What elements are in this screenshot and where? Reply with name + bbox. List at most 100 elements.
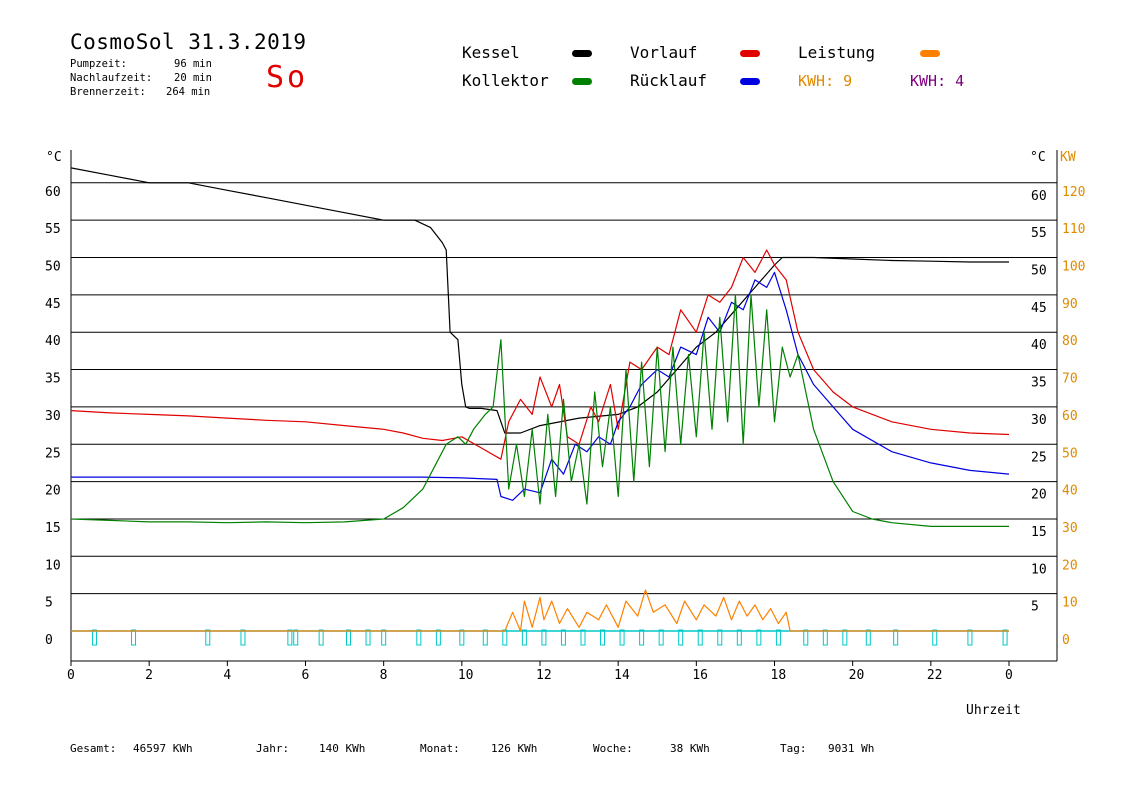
y-tick-left-45: 45 [45, 297, 61, 312]
stat-nachlaufzeit-value: 20 min [174, 72, 212, 84]
pump-mark-4 [287, 629, 293, 646]
y-tick-right-c-60: 60 [1031, 189, 1047, 204]
pump-mark-1 [131, 629, 137, 646]
pump-mark-28 [775, 629, 781, 646]
y-tick-left-40: 40 [45, 334, 61, 349]
pump-mark-30 [822, 629, 828, 646]
y-tick-right-c-50: 50 [1031, 264, 1047, 279]
footer-monat-label: Monat: [420, 742, 460, 755]
footer-gesamt-label: Gesamt: [70, 742, 117, 755]
legend-ruecklauf-label: Rücklauf [630, 71, 708, 90]
stat-brennerzeit-label: Brennerzeit: [70, 86, 146, 98]
pump-activity-track [71, 629, 1009, 646]
y-tick-left-55: 55 [45, 222, 61, 237]
y-tick-left-15: 15 [45, 521, 61, 536]
y-tick-right-kw-120: 120 [1062, 185, 1085, 200]
pump-mark-34 [932, 629, 938, 646]
pump-mark-7 [345, 629, 351, 646]
pump-mark-9 [381, 629, 387, 646]
footer-jahr-value: 140 KWh [319, 742, 366, 755]
pump-mark-15 [521, 629, 527, 646]
y-tick-right-kw-10: 10 [1062, 596, 1078, 611]
series-line-kollektor [70, 294, 1009, 528]
x-tick-label-0: 0 [67, 668, 75, 683]
x-tick-label-12: 0 [1005, 668, 1013, 683]
y-tick-right-c-25: 25 [1031, 450, 1047, 465]
y-tick-right-kw-90: 90 [1062, 297, 1078, 312]
pump-mark-22 [658, 629, 664, 646]
footer-tag-label: Tag: [780, 742, 807, 755]
y-tick-right-c-15: 15 [1031, 525, 1047, 540]
y-tick-right-kw-60: 60 [1062, 409, 1078, 424]
y-tick-right-kw-20: 20 [1062, 558, 1078, 573]
y-tick-left-60: 60 [45, 185, 61, 200]
pump-mark-2 [205, 629, 211, 646]
legend-vorlauf-label: Vorlauf [630, 43, 698, 62]
footer-gesamt-value: 46597 KWh [133, 742, 193, 755]
legend-leistung-label: Leistung [798, 43, 876, 62]
stat-brennerzeit-value: 264 min [166, 86, 211, 98]
pump-mark-27 [756, 629, 762, 646]
y-tick-left-0: 0 [45, 633, 53, 648]
series-line-leistung [71, 589, 1009, 632]
y-tick-left-20: 20 [45, 484, 61, 499]
y-tick-right-c-10: 10 [1031, 562, 1047, 577]
stat-pumpzeit-value: 96 min [174, 58, 212, 70]
pump-mark-24 [697, 629, 703, 646]
pump-mark-25 [717, 629, 723, 646]
footer-woche-label: Woche: [593, 742, 633, 755]
y-tick-left-5: 5 [45, 596, 53, 611]
x-tick-label-3: 6 [302, 668, 310, 683]
pump-mark-14 [502, 629, 508, 646]
x-tick-label-2: 4 [223, 668, 231, 683]
x-axis-label: Uhrzeit [966, 703, 1021, 718]
pump-mark-10 [416, 629, 422, 646]
x-tick-label-6: 12 [536, 668, 552, 683]
pump-mark-18 [580, 629, 586, 646]
pump-mark-26 [736, 629, 742, 646]
pump-mark-21 [639, 629, 645, 646]
right-axis-unit-kw: KW [1060, 150, 1076, 165]
x-tick-label-9: 18 [771, 668, 787, 683]
y-tick-right-c-35: 35 [1031, 376, 1047, 391]
x-tick-label-1: 2 [145, 668, 153, 683]
legend-kessel-swatch [572, 50, 592, 57]
legend-kollektor-swatch [572, 78, 592, 85]
y-tick-left-35: 35 [45, 372, 61, 387]
legend-ruecklauf-swatch [740, 78, 760, 85]
chart-axes [70, 150, 1058, 662]
stat-nachlaufzeit-label: Nachlaufzeit: [70, 72, 153, 84]
footer-jahr-label: Jahr: [256, 742, 290, 755]
stat-pumpzeit-label: Pumpzeit: [70, 58, 127, 70]
footer-woche-value: 38 KWh [670, 742, 710, 755]
y-tick-right-kw-50: 50 [1062, 446, 1078, 461]
series-line-kessel [70, 167, 1009, 434]
chart-ticks: 0 2 4 6 8 10 12 14 16 18 20 22 005101520253035404550… [45, 185, 1085, 683]
pump-mark-17 [560, 629, 566, 646]
x-tick-label-11: 22 [927, 668, 943, 683]
y-tick-right-c-40: 40 [1031, 338, 1047, 353]
legend-kwh-total: KWH: 9 [798, 72, 853, 90]
pump-mark-20 [619, 629, 625, 646]
y-tick-left-30: 30 [45, 409, 61, 424]
pump-mark-13 [482, 629, 488, 646]
chart-title: CosmoSol 31.3.2019 [70, 30, 307, 54]
y-tick-right-c-20: 20 [1031, 488, 1047, 503]
right-axis-unit-celsius: °C [1030, 150, 1046, 165]
y-tick-right-c-45: 45 [1031, 301, 1047, 316]
weekday-label: So [266, 60, 309, 95]
y-tick-left-10: 10 [45, 558, 61, 573]
pump-mark-23 [678, 629, 684, 646]
pump-mark-5 [293, 629, 299, 646]
legend-kwh-secondary: KWH: 4 [910, 72, 965, 90]
pump-mark-32 [865, 629, 871, 646]
pump-mark-36 [1002, 629, 1008, 646]
legend-kollektor-label: Kollektor [462, 71, 549, 90]
pump-mark-6 [318, 629, 324, 646]
legend-leistung-swatch [920, 50, 940, 57]
pump-mark-11 [435, 629, 441, 646]
y-tick-right-c-55: 55 [1031, 226, 1047, 241]
chart-grid [71, 182, 1057, 595]
x-tick-label-5: 10 [458, 668, 474, 683]
